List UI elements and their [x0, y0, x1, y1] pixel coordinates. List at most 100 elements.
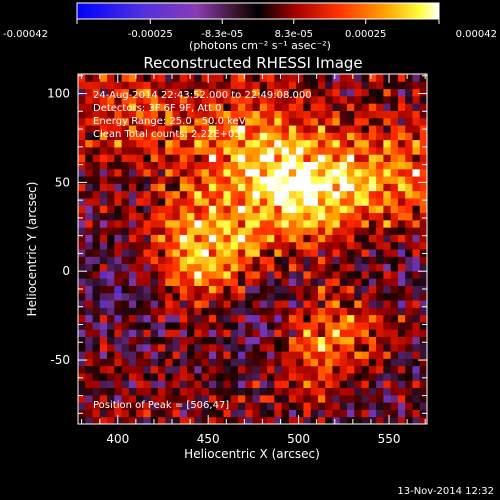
x-axis-tick-labels: 400 450 500 550	[106, 432, 400, 446]
heatmap-cell	[317, 117, 326, 126]
heatmap-cell	[187, 380, 195, 389]
heatmap-cell	[339, 336, 348, 345]
heatmap-cell	[412, 81, 421, 90]
heatmap-cell	[303, 139, 312, 148]
heatmap-cell	[332, 88, 341, 97]
colorbar-tick-label: -8.3e-05	[201, 29, 243, 40]
heatmap-cell	[390, 168, 399, 177]
heatmap-cell	[107, 234, 115, 243]
heatmap-cell	[368, 176, 377, 184]
heatmap-cell	[354, 74, 363, 82]
heatmap-cell	[368, 212, 377, 221]
heatmap-cell	[296, 321, 304, 330]
heatmap-cell	[157, 409, 166, 418]
heatmap-cell	[281, 205, 290, 214]
heatmap-cell	[143, 227, 152, 235]
heatmap-cell	[128, 139, 137, 148]
heatmap-cell	[187, 227, 195, 235]
heatmap-cell	[179, 95, 188, 104]
heatmap-cell	[99, 372, 108, 381]
heatmap-cell	[339, 380, 348, 389]
heatmap-cell	[143, 132, 152, 141]
heatmap-cell	[310, 95, 319, 104]
heatmap-cell	[136, 81, 144, 90]
heatmap-cell	[78, 168, 86, 177]
heatmap-cell	[201, 321, 210, 330]
heatmap-cell	[361, 234, 370, 243]
heatmap-cell	[85, 307, 94, 316]
heatmap-cell	[165, 125, 174, 133]
heatmap-cell	[99, 300, 108, 308]
heatmap-cell	[252, 241, 261, 250]
heatmap-cell	[187, 161, 195, 170]
heatmap-cell	[288, 300, 297, 308]
heatmap-cell	[194, 321, 203, 330]
heatmap-cell	[179, 278, 188, 286]
heatmap-cell	[274, 402, 283, 410]
heatmap-cell	[245, 227, 253, 235]
heatmap-cell	[361, 394, 370, 403]
heatmap-cell	[172, 365, 181, 374]
heatmap-cell	[128, 183, 137, 192]
heatmap-cell	[237, 416, 246, 424]
heatmap-cell	[325, 394, 333, 403]
heatmap-cell	[223, 336, 232, 345]
heatmap-cell	[201, 380, 210, 389]
heatmap-cell	[390, 278, 399, 286]
heatmap-cell	[288, 154, 297, 162]
heatmap-cell	[317, 372, 326, 381]
heatmap-cell	[179, 117, 188, 126]
heatmap-cell	[347, 263, 355, 272]
heatmap-cell	[405, 95, 413, 104]
heatmap-cell	[310, 176, 319, 184]
heatmap-cell	[368, 300, 377, 308]
heatmap-cell	[223, 241, 232, 250]
heatmap-cell	[165, 161, 174, 170]
heatmap-cell	[405, 351, 413, 359]
heatmap-cell	[157, 329, 166, 337]
heatmap-cell	[92, 227, 101, 235]
heatmap-cell	[376, 351, 384, 359]
heatmap-cell	[165, 402, 174, 410]
heatmap-cell	[245, 329, 253, 337]
heatmap-cell	[361, 278, 370, 286]
heatmap-cell	[412, 292, 421, 301]
heatmap-cell	[303, 132, 312, 141]
heatmap-cell	[419, 300, 427, 308]
heatmap-cell	[259, 168, 268, 177]
heatmap-cell	[78, 234, 86, 243]
heatmap-cell	[172, 74, 181, 82]
heatmap-cell	[150, 351, 159, 359]
heatmap-cell	[223, 227, 232, 235]
heatmap-cell	[339, 117, 348, 126]
heatmap-cell	[347, 416, 355, 424]
heatmap-cell	[208, 380, 217, 389]
heatmap-cell	[296, 336, 304, 345]
heatmap-cell	[107, 365, 115, 374]
heatmap-cell	[368, 95, 377, 104]
heatmap-cell	[194, 161, 203, 170]
heatmap-cell	[405, 227, 413, 235]
heatmap-cell	[281, 168, 290, 177]
heatmap-cell	[150, 212, 159, 221]
heatmap-cell	[85, 125, 94, 133]
heatmap-cell	[361, 132, 370, 141]
heatmap-cell	[223, 372, 232, 381]
heatmap-cell	[245, 300, 253, 308]
heatmap-cell	[419, 329, 427, 337]
heatmap-cell	[216, 278, 224, 286]
heatmap-cell	[208, 402, 217, 410]
heatmap-cell	[230, 343, 239, 352]
heatmap-cell	[310, 292, 319, 301]
heatmap-cell	[303, 416, 312, 424]
heatmap-cell	[383, 292, 392, 301]
heatmap-cell	[339, 358, 348, 367]
heatmap-cell	[216, 88, 224, 97]
heatmap-cell	[150, 394, 159, 403]
heatmap-cell	[347, 132, 355, 141]
heatmap-cell	[216, 351, 224, 359]
heatmap-cell	[405, 132, 413, 141]
heatmap-cell	[354, 402, 363, 410]
heatmap-cell	[383, 300, 392, 308]
heatmap-cell	[303, 154, 312, 162]
